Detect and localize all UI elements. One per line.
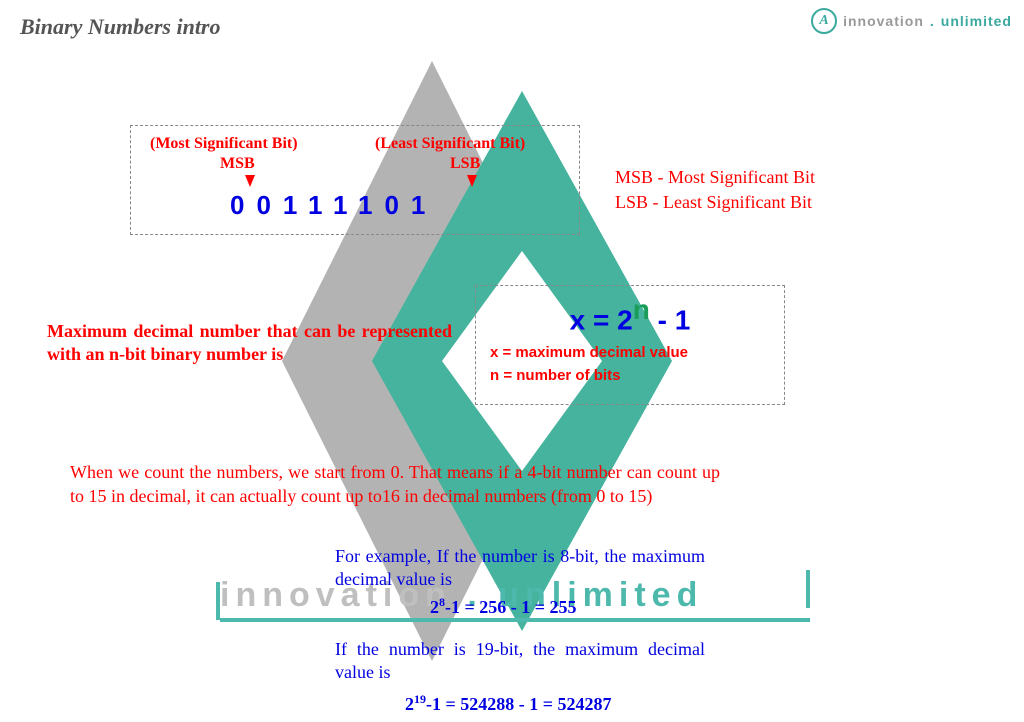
watermark-underline: [220, 618, 810, 622]
bit-definitions: MSB - Most Significant Bit LSB - Least S…: [615, 165, 815, 215]
page-title: Binary Numbers intro: [20, 14, 221, 40]
def-lsb: LSB - Least Significant Bit: [615, 190, 815, 215]
example-8bit-calc: 28-1 = 256 - 1 = 255: [430, 595, 577, 618]
example-8bit-intro: For example, If the number is 8-bit, the…: [335, 545, 705, 592]
msb-arrow-icon: [245, 175, 255, 187]
max-decimal-statement: Maximum decimal number that can be repre…: [47, 320, 452, 367]
msb-full-label: (Most Significant Bit): [150, 135, 298, 153]
brand-word1: innovation: [843, 13, 924, 29]
brand-dot: .: [930, 13, 935, 29]
formula-def-n: n = number of bits: [490, 365, 770, 388]
formula-def-x: x = maximum decimal value: [490, 342, 770, 365]
lsb-label: LSB: [450, 155, 480, 173]
formula-definitions: x = maximum decimal value n = number of …: [490, 342, 770, 387]
formula-box: x = 2n - 1 x = maximum decimal value n =…: [475, 285, 785, 405]
msb-label: MSB: [220, 155, 255, 173]
example-19bit-intro: If the number is 19-bit, the maximum dec…: [335, 638, 705, 685]
counting-note: When we count the numbers, we start from…: [70, 460, 720, 509]
brand-word2: unlimited: [941, 13, 1012, 29]
brand-badge: A: [811, 8, 837, 34]
brand-logo: A innovation . unlimited: [811, 8, 1012, 34]
watermark-tick-left: [216, 582, 220, 620]
formula-equation: x = 2n - 1: [490, 294, 770, 336]
binary-bits: 00111101: [230, 190, 437, 221]
lsb-arrow-icon: [467, 175, 477, 187]
watermark-tick-right: [806, 570, 810, 608]
example-19bit-calc: 219-1 = 524288 - 1 = 524287: [405, 692, 612, 715]
lsb-full-label: (Least Significant Bit): [375, 135, 525, 153]
def-msb: MSB - Most Significant Bit: [615, 165, 815, 190]
